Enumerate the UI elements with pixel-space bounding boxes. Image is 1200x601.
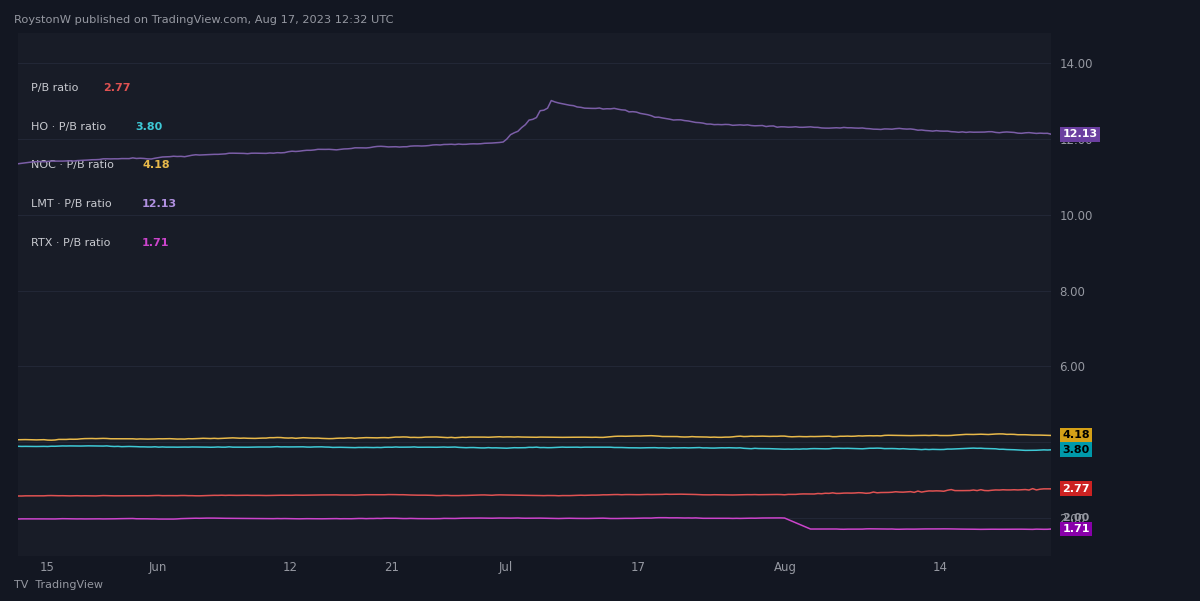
Text: 3.80: 3.80 (136, 121, 163, 132)
Text: 3.80: 3.80 (1062, 445, 1090, 455)
Text: 4.18: 4.18 (1062, 430, 1090, 441)
Text: 2.00: 2.00 (1062, 513, 1090, 523)
Text: RTX · P/B ratio: RTX · P/B ratio (31, 238, 118, 248)
Text: LMT · P/B ratio: LMT · P/B ratio (31, 199, 119, 209)
Text: TV  TradingView: TV TradingView (14, 580, 103, 590)
Text: 1.71: 1.71 (142, 238, 169, 248)
Text: 12.13: 12.13 (1062, 129, 1098, 139)
Text: 1.71: 1.71 (1062, 524, 1090, 534)
Text: NOC · P/B ratio: NOC · P/B ratio (31, 160, 121, 170)
Text: 4.18: 4.18 (142, 160, 169, 170)
Text: RoystonW published on TradingView.com, Aug 17, 2023 12:32 UTC: RoystonW published on TradingView.com, A… (14, 15, 394, 25)
Text: 12.13: 12.13 (142, 199, 178, 209)
Text: 2.77: 2.77 (1062, 484, 1090, 494)
Text: P/B ratio: P/B ratio (31, 83, 86, 93)
Text: 2.77: 2.77 (103, 83, 131, 93)
Text: HO · P/B ratio: HO · P/B ratio (31, 121, 114, 132)
